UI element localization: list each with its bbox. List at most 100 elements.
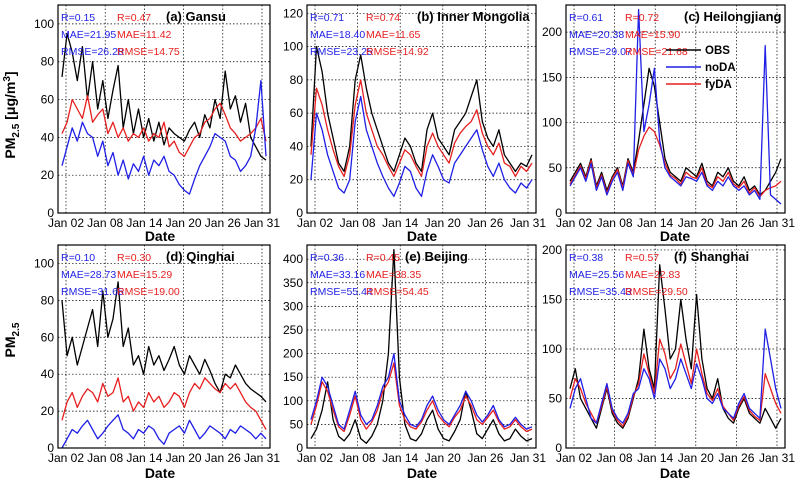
- y-tick-label: 100: [34, 17, 54, 31]
- stat-fyda: R=0.72: [625, 12, 659, 24]
- stat-fyda: R=0.57: [625, 252, 659, 264]
- panel-title: (b) Inner Mongolia: [417, 9, 530, 24]
- x-tick-label: Jan 31: [759, 216, 795, 230]
- series-line-obs: [61, 32, 267, 161]
- x-tick-label: Jan 02: [556, 216, 592, 230]
- legend-label-fyda: fyDA: [705, 79, 732, 91]
- y-tick-label: 100: [283, 394, 303, 408]
- stat-noda: R=0.36: [310, 252, 344, 264]
- series-line-noda: [569, 8, 782, 205]
- legend-label-noda: noDA: [705, 62, 736, 74]
- ylabel-unit-sup: 3: [2, 76, 13, 82]
- y-tick-label: 200: [283, 347, 303, 361]
- x-axis-label-top-2: Date: [407, 228, 438, 244]
- stat-fyda: RMSE=21.68: [625, 46, 688, 58]
- ylabel-main: PM: [2, 138, 18, 159]
- ylabel-unit-pre: [μg/m: [2, 82, 18, 124]
- ylabel-unit-post: ]: [2, 71, 18, 76]
- x-tick-label: Jan 08: [597, 216, 633, 230]
- x-tick-label: Jan 02: [297, 451, 333, 465]
- y-tick-label: 150: [542, 70, 562, 84]
- stat-noda: RMSE=31.65: [61, 286, 124, 298]
- stat-fyda: RMSE=19.00: [117, 286, 180, 298]
- y-tick-label: 0: [555, 206, 562, 220]
- x-tick-label: Jan 02: [48, 216, 84, 230]
- y-tick-label: 150: [283, 370, 303, 384]
- x-tick-label: Jan 20: [678, 216, 714, 230]
- x-tick-label: Jan 14: [126, 451, 162, 465]
- series-line-noda: [569, 328, 782, 424]
- x-tick-label: Jan 02: [556, 451, 592, 465]
- stat-noda: RMSE=29.07: [569, 46, 632, 58]
- x-tick-label: Jan 31: [759, 451, 795, 465]
- y-tick-label: 60: [41, 93, 55, 107]
- stat-noda: RMSE=23.25: [310, 46, 373, 58]
- legend: OBS noDA fyDA: [666, 45, 736, 91]
- panel-title: (e) Beijing: [405, 249, 468, 264]
- y-tick-label: 200: [542, 25, 562, 39]
- x-tick-label: Jan 26: [205, 451, 241, 465]
- x-tick-label: Jan 31: [510, 216, 546, 230]
- x-tick-label: Jan 08: [87, 216, 123, 230]
- series-line-noda: [61, 414, 267, 449]
- x-tick-label: Jan 26: [205, 216, 241, 230]
- stat-fyda: MAE=15.90: [625, 29, 680, 41]
- series-line-obs: [310, 45, 533, 173]
- panel-6: 0 50 100 150 200 Jan 02 Jan 08 Jan 14 Jan 20 Jan …: [542, 243, 795, 465]
- stat-noda: R=0.10: [61, 252, 95, 264]
- y-tick-label: 40: [41, 130, 55, 144]
- x-tick-label: Jan 20: [425, 216, 461, 230]
- series-line-obs: [310, 249, 533, 444]
- series-line-noda: [310, 95, 533, 198]
- y-tick-label: 40: [41, 367, 55, 381]
- panel-title: (c) Heilongjiang: [684, 9, 782, 24]
- series-line-fyda: [569, 126, 782, 198]
- stat-noda: MAE=21.95: [61, 29, 116, 41]
- x-tick-label: Jan 08: [340, 216, 376, 230]
- plot-frame: [57, 244, 271, 449]
- y-tick-label: 50: [549, 391, 563, 405]
- stat-fyda: MAE=11.42: [117, 29, 172, 41]
- stat-fyda: MAE=15.29: [117, 269, 172, 281]
- x-tick-label: Jan 20: [166, 216, 202, 230]
- ylabel-sub: 2.5: [11, 322, 22, 336]
- y-tick-label: 150: [542, 292, 562, 306]
- stat-noda: MAE=25.56: [569, 269, 624, 281]
- y-tick-label: 40: [290, 139, 304, 153]
- stat-noda: MAE=20.38: [569, 29, 624, 41]
- stat-noda: RMSE=55.44: [310, 286, 373, 298]
- stat-fyda: RMSE=29.50: [625, 286, 688, 298]
- stat-fyda: MAE=38.35: [366, 269, 421, 281]
- x-axis-label-top-3: Date: [660, 228, 691, 244]
- x-tick-label: Jan 08: [597, 451, 633, 465]
- panel-3: 0 50 100 150 200 Jan 02 Jan 08 Jan 14 Jan 20 Jan …: [542, 4, 795, 230]
- panel-5: 0 50 100 150 200 250 300 350 400 Jan 02 Jan 08 Jan …: [283, 244, 546, 465]
- series-line-obs: [61, 281, 267, 403]
- stat-noda: MAE=28.73: [61, 269, 116, 281]
- y-tick-label: 0: [296, 206, 303, 220]
- stat-noda: R=0.61: [569, 12, 603, 24]
- plot-frame: [306, 4, 537, 214]
- stat-fyda: MAE=11.65: [366, 29, 421, 41]
- x-tick-label: Jan 31: [244, 216, 280, 230]
- y-tick-label: 100: [542, 342, 562, 356]
- plot-frame: [57, 4, 271, 214]
- stat-noda: MAE=18.40: [310, 29, 365, 41]
- series-line-fyda: [61, 95, 267, 157]
- x-tick-label: Jan 14: [382, 451, 418, 465]
- series-line-fyda: [569, 338, 782, 427]
- stat-noda: MAE=33.16: [310, 269, 365, 281]
- y-tick-label: 0: [47, 441, 54, 455]
- x-tick-label: Jan 08: [87, 451, 123, 465]
- x-tick-label: Jan 20: [678, 451, 714, 465]
- stat-fyda: R=0.45: [366, 252, 400, 264]
- series-line-noda: [61, 79, 267, 195]
- ylabel-main: PM: [2, 336, 18, 357]
- stat-noda: R=0.71: [310, 12, 344, 24]
- series-line-fyda: [310, 79, 533, 178]
- y-tick-label: 0: [296, 441, 303, 455]
